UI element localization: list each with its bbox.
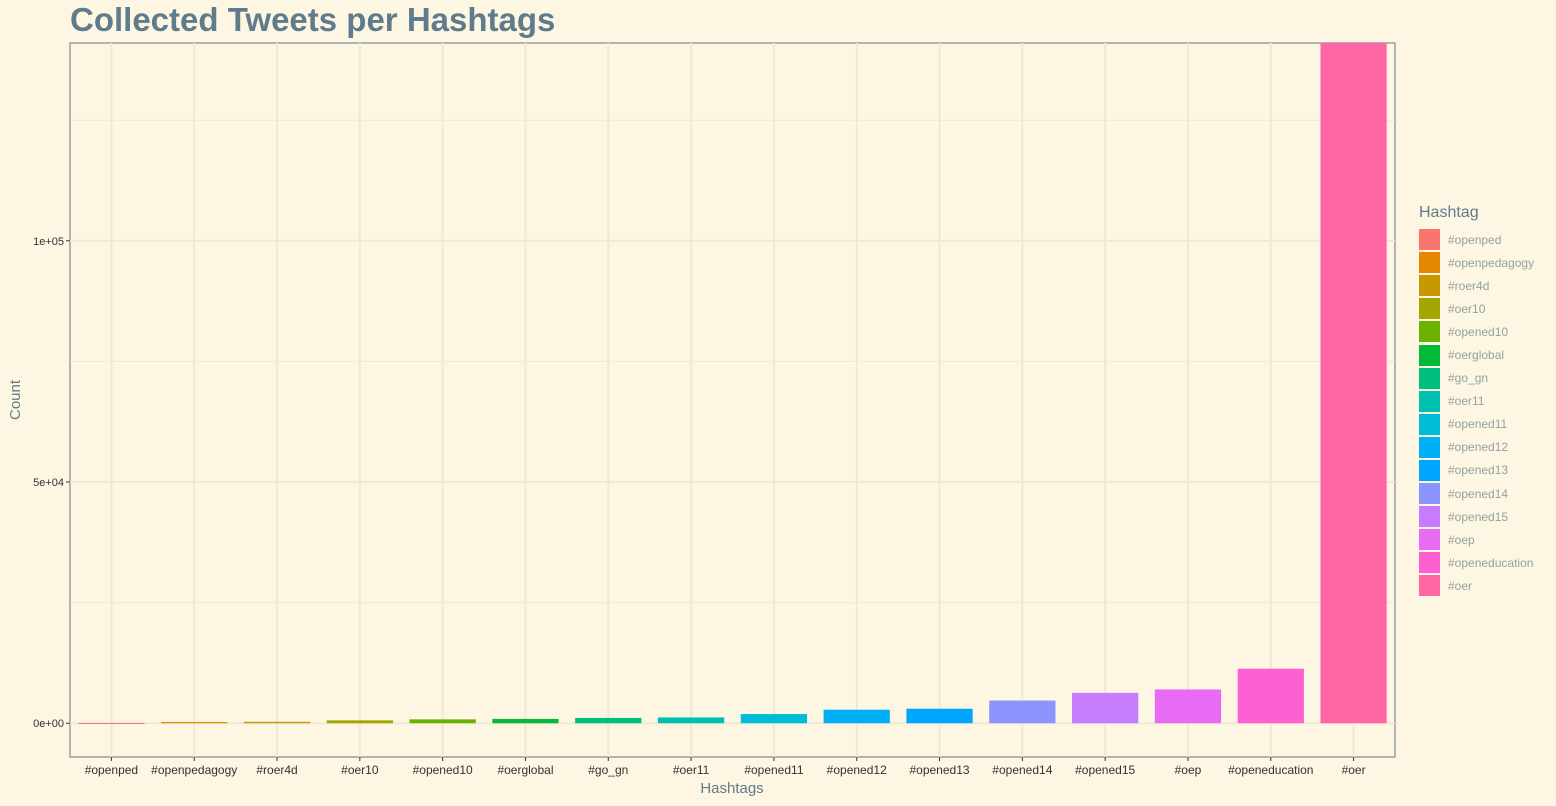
x-tick-label: #opened10 [413, 763, 473, 777]
legend-label: #openeducation [1448, 555, 1534, 570]
legend-swatch [1419, 552, 1440, 574]
bar-oer [1320, 43, 1387, 724]
x-tick-label: #opened14 [992, 763, 1052, 777]
legend: Hashtag #openped #openpedagogy #roer4d #oer… [1419, 203, 1554, 598]
legend-title: Hashtag [1419, 204, 1479, 221]
legend-item: #oerglobal [1419, 343, 1554, 366]
legend-label: #opened13 [1448, 463, 1509, 478]
legend-label: #oer11 [1448, 394, 1485, 409]
legend-label: #opened12 [1448, 440, 1509, 455]
legend-label: #openped [1448, 232, 1502, 247]
bar-opened11 [740, 714, 808, 724]
legend-item: #openpedagogy [1419, 251, 1554, 274]
legend-item: #oer11 [1419, 390, 1554, 413]
legend-label: #go_gn [1448, 371, 1489, 386]
x-tick-label: #roer4d [256, 763, 297, 777]
x-tick-label: #opened12 [827, 763, 887, 777]
legend-item: #oep [1419, 528, 1554, 551]
legend-item: #openeducation [1419, 551, 1554, 574]
x-tick-label: #openpedagogy [151, 763, 237, 777]
bar-openeducation [1237, 668, 1304, 724]
legend-swatch [1419, 575, 1440, 597]
legend-items: #openped #openpedagogy #roer4d #oer10 #opene… [1419, 228, 1554, 598]
legend-swatch [1419, 229, 1440, 251]
bar-roer4d [243, 721, 311, 724]
legend-swatch [1419, 367, 1440, 389]
bar-go_gn [575, 717, 642, 724]
y-tick-label: 1e+05 [33, 236, 64, 248]
legend-item: #opened10 [1419, 320, 1554, 343]
legend-item: #oer [1419, 574, 1554, 597]
x-tick-label: #opened11 [744, 763, 804, 777]
legend-item: #go_gn [1419, 367, 1554, 390]
legend-label: #oep [1448, 532, 1475, 547]
legend-swatch [1419, 252, 1440, 274]
legend-label: #oer [1448, 578, 1473, 593]
legend-item: #opened13 [1419, 459, 1554, 482]
x-axis-ticks: #openped #openpedagogy #roer4d #oer10 #opene… [85, 757, 1366, 777]
y-tick-label: 0e+00 [33, 718, 64, 730]
bar-oep [1154, 689, 1222, 724]
bar-opened15 [1072, 692, 1139, 724]
legend-swatch [1419, 321, 1440, 343]
legend-item: #opened15 [1419, 505, 1554, 528]
legend-swatch [1419, 529, 1440, 551]
bar-opened13 [906, 708, 973, 724]
legend-swatch [1419, 298, 1440, 320]
x-tick-label: #oer11 [673, 763, 710, 777]
legend-swatch [1419, 506, 1440, 528]
legend-item: #oer10 [1419, 297, 1554, 320]
x-tick-label: #oep [1175, 763, 1202, 777]
legend-swatch [1419, 390, 1440, 412]
legend-swatch [1419, 275, 1440, 297]
x-axis-label: Hashtags [700, 780, 763, 797]
legend-label: #opened14 [1448, 486, 1509, 501]
legend-swatch [1419, 344, 1440, 366]
x-tick-label: #openeducation [1228, 763, 1313, 777]
plot-background [69, 42, 1396, 758]
legend-label: #opened11 [1448, 417, 1508, 432]
legend-label: #oer10 [1448, 301, 1486, 316]
x-tick-label: #oer [1342, 763, 1366, 777]
legend-label: #roer4d [1448, 278, 1490, 293]
bars [78, 43, 1387, 724]
x-tick-label: #openped [85, 763, 138, 777]
bar-opened14 [989, 700, 1056, 724]
y-axis-label: Count [7, 379, 24, 420]
x-tick-label: #opened15 [1075, 763, 1135, 777]
legend-swatch [1419, 436, 1440, 458]
grid-minor [70, 119, 1395, 604]
legend-label: #openpedagogy [1448, 255, 1535, 270]
x-tick-label: #opened13 [909, 763, 969, 777]
bar-oer10 [326, 720, 393, 724]
chart-title: Collected Tweets per Hashtags [70, 1, 556, 38]
x-tick-label: #oer10 [341, 763, 379, 777]
bar-openpedagogy [161, 722, 228, 724]
x-tick-label: #oerglobal [497, 763, 553, 777]
legend-label: #opened10 [1448, 324, 1509, 339]
y-tick-label: 5e+04 [33, 477, 64, 489]
legend-item: #openped [1419, 228, 1554, 251]
legend-label: #opened15 [1448, 509, 1509, 524]
bar-opened12 [823, 709, 890, 724]
legend-item: #roer4d [1419, 274, 1554, 297]
legend-item: #opened14 [1419, 482, 1554, 505]
x-tick-label: #go_gn [588, 763, 628, 777]
legend-swatch [1419, 459, 1440, 481]
bar-oer11 [657, 717, 725, 724]
bar-opened10 [409, 719, 476, 724]
legend-swatch [1419, 483, 1440, 505]
legend-swatch [1419, 413, 1440, 435]
bar-oerglobal [492, 718, 559, 724]
bar-openped [78, 722, 145, 724]
y-axis-ticks: 0e+00 5e+04 1e+05 [33, 236, 70, 730]
legend-item: #opened11 [1419, 413, 1554, 436]
legend-label: #oerglobal [1448, 348, 1505, 363]
legend-item: #opened12 [1419, 436, 1554, 459]
